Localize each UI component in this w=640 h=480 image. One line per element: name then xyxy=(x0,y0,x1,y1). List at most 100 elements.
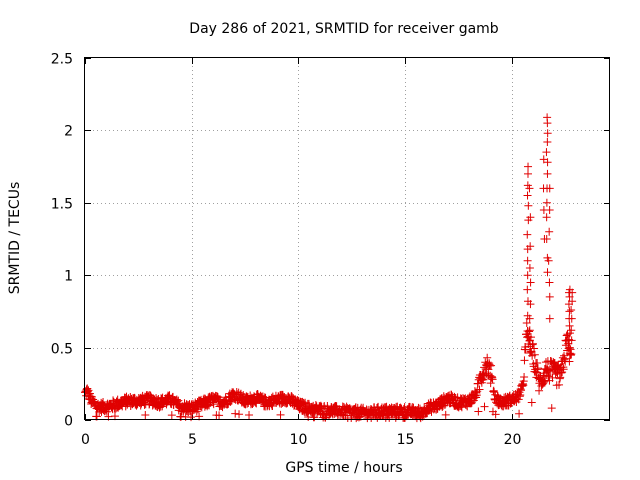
data-point xyxy=(551,370,560,379)
data-point xyxy=(545,227,554,236)
plot-frame xyxy=(84,57,610,420)
data-point xyxy=(556,373,565,382)
data-point xyxy=(545,184,554,193)
data-point xyxy=(542,148,551,157)
data-point xyxy=(540,377,549,386)
data-point xyxy=(567,314,576,323)
x-tick-label: 20 xyxy=(504,432,522,448)
axis-ticks: 0 5 10 15 20 0 0.5 1 1.5 2 2.5 xyxy=(51,52,610,448)
chart-title: Day 286 of 2021, SRMTID for receiver gam… xyxy=(189,21,499,37)
data-point xyxy=(526,213,535,222)
data-point xyxy=(84,386,93,395)
x-tick-label: 10 xyxy=(290,432,308,448)
data-point xyxy=(543,169,552,178)
data-point xyxy=(543,158,552,167)
data-point xyxy=(235,410,244,419)
data-point xyxy=(527,398,536,407)
x-axis-label: GPS time / hours xyxy=(285,460,402,476)
data-point xyxy=(209,400,218,409)
data-point xyxy=(568,297,577,306)
data-point xyxy=(547,404,556,413)
data-point xyxy=(523,230,532,239)
x-tick-label: 5 xyxy=(188,432,197,448)
data-point xyxy=(474,407,483,416)
data-point xyxy=(530,344,539,353)
y-tick-label: 2 xyxy=(64,124,73,140)
data-point xyxy=(526,278,535,287)
data-point xyxy=(523,191,532,200)
data-point xyxy=(542,213,551,222)
data-point xyxy=(525,327,534,336)
data-point xyxy=(565,307,574,316)
data-point xyxy=(545,278,554,287)
data-point xyxy=(245,411,254,420)
data-point xyxy=(525,263,534,272)
grid xyxy=(85,58,610,420)
data-point xyxy=(99,397,108,406)
data-point xyxy=(543,137,552,146)
y-tick-label: 0 xyxy=(64,414,73,430)
data-point xyxy=(167,411,176,420)
data-point xyxy=(526,333,535,342)
data-point xyxy=(542,198,551,207)
data-point xyxy=(215,411,224,420)
data-point xyxy=(543,119,552,128)
data-point xyxy=(525,326,534,335)
data-point xyxy=(567,336,576,345)
data-point xyxy=(488,375,497,384)
data-point xyxy=(520,373,529,382)
data-point xyxy=(545,314,554,323)
y-tick-label: 1.5 xyxy=(51,197,73,213)
data-point xyxy=(520,356,529,365)
data-point xyxy=(523,285,532,294)
x-tick-label: 15 xyxy=(397,432,415,448)
data-point xyxy=(565,357,574,366)
data-point xyxy=(565,321,574,330)
data-point xyxy=(524,201,533,210)
data-point xyxy=(491,410,500,419)
data-point xyxy=(480,402,489,411)
data-point xyxy=(441,410,450,419)
data-point xyxy=(525,336,534,345)
data-point xyxy=(567,349,576,358)
data-point xyxy=(535,386,544,395)
data-point xyxy=(542,235,551,243)
data-point xyxy=(486,379,495,388)
data-points xyxy=(81,113,577,423)
data-point xyxy=(276,410,285,419)
data-point xyxy=(530,350,539,359)
data-point xyxy=(487,361,496,370)
y-tick-label: 2.5 xyxy=(51,52,73,68)
data-point xyxy=(526,300,535,309)
y-tick-label: 1 xyxy=(64,269,73,285)
data-point xyxy=(521,345,530,354)
data-point xyxy=(564,344,573,353)
data-point xyxy=(526,242,535,251)
data-point xyxy=(543,129,552,138)
data-point xyxy=(567,326,576,335)
data-point xyxy=(533,364,542,373)
data-point xyxy=(110,412,119,421)
data-point xyxy=(543,268,552,277)
data-point xyxy=(475,385,484,394)
data-point xyxy=(525,314,534,323)
data-point xyxy=(141,411,150,420)
data-point xyxy=(545,206,554,215)
x-tick-label: 0 xyxy=(81,432,90,448)
data-point xyxy=(523,256,532,265)
data-point xyxy=(565,343,574,352)
data-point xyxy=(174,396,183,405)
data-point xyxy=(559,365,568,374)
data-point xyxy=(522,319,531,328)
data-point xyxy=(524,162,533,171)
data-point xyxy=(231,409,240,418)
data-point xyxy=(545,292,554,301)
data-point xyxy=(515,409,524,418)
y-tick-label: 0.5 xyxy=(51,342,73,358)
y-axis-label: SRMTID / TECUs xyxy=(7,182,23,295)
data-point xyxy=(567,305,576,314)
data-point xyxy=(568,288,577,297)
data-point xyxy=(544,256,553,265)
data-point xyxy=(525,184,534,193)
